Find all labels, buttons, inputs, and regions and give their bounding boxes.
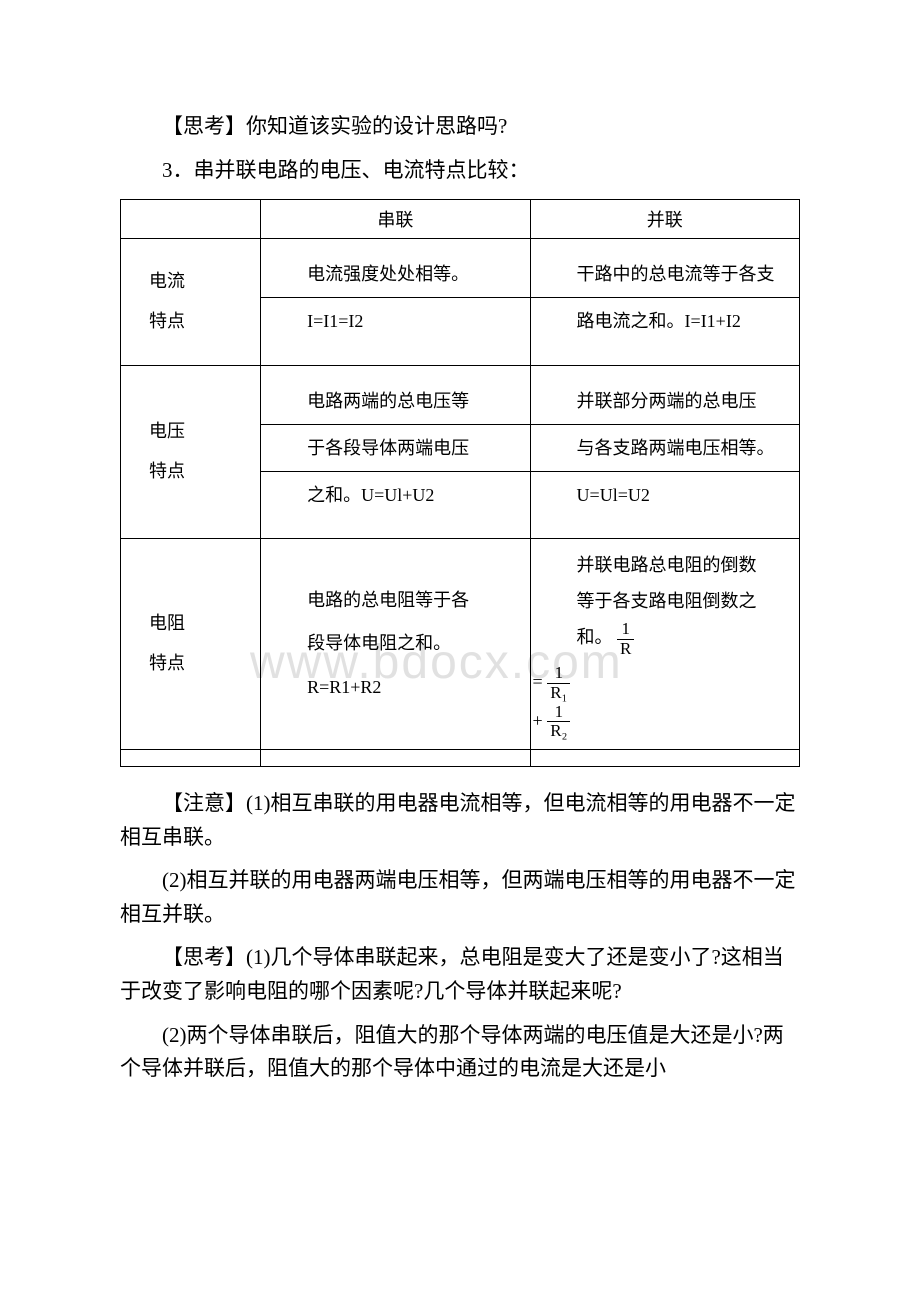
- note-2: (2)相互并联的用电器两端电压相等，但两端电压相等的用电器不一定相互并联。: [120, 864, 800, 931]
- series-voltage: 电路两端的总电压等 于各段导体两端电压 之和。U=Ul+U2: [261, 365, 530, 539]
- cell-text: 电路两端的总电压等: [261, 378, 529, 425]
- cell-text: 于各段导体两端电压: [261, 424, 529, 471]
- fraction-1-over-R1: 1 R₁: [547, 664, 570, 702]
- think-question-2-1: 【思考】(1)几个导体串联起来，总电阻是变大了还是变小了?这相当于改变了影响电阻…: [120, 941, 800, 1008]
- think-question-2-2: (2)两个导体串联后，阻值大的那个导体两端的电压值是大还是小?两个导体并联后，阻…: [120, 1019, 800, 1086]
- frac-num: 1: [547, 703, 570, 723]
- frac-den: R₂: [547, 722, 570, 741]
- frac-den: R: [617, 640, 634, 659]
- frac-num: 1: [547, 664, 570, 684]
- cell-text: R=R1+R2: [289, 677, 381, 697]
- empty-cell: [121, 749, 261, 766]
- row-voltage: 电压 特点 电路两端的总电压等 于各段导体两端电压 之和。U=Ul+U2 并联部…: [121, 365, 800, 539]
- think-question-1: 【思考】你知道该实验的设计思路吗?: [120, 110, 800, 144]
- label-voltage: 电压 特点: [121, 365, 261, 539]
- fraction-1-over-R: 1 R: [617, 620, 634, 658]
- cell-text: 与各支路两端电压相等。: [531, 424, 799, 471]
- cell-text: 并联部分两端的总电压: [531, 378, 799, 425]
- empty-cell: [530, 749, 799, 766]
- cell-text: 干路中的总电流等于各支: [531, 251, 799, 298]
- section-3-title: 3．串并联电路的电压、电流特点比较：: [120, 154, 800, 188]
- cell-text: 等于各支路电阻倒数之: [559, 591, 757, 611]
- frac-num: 1: [617, 620, 634, 640]
- label-text: 特点: [149, 653, 185, 673]
- label-text: 特点: [149, 461, 185, 481]
- cell-text: U=Ul=U2: [531, 471, 799, 518]
- row-current: 电流 特点 电流强度处处相等。 I=I1=I2 干路中的总电流等于各支 路电流之…: [121, 239, 800, 365]
- parallel-resistance: 并联电路总电阻的倒数 等于各支路电阻倒数之 和。 1 R = 1 R₁: [530, 539, 799, 750]
- cell-text: 并联电路总电阻的倒数: [559, 555, 757, 575]
- header-parallel: 并联: [530, 200, 799, 239]
- parallel-voltage: 并联部分两端的总电压 与各支路两端电压相等。 U=Ul=U2: [530, 365, 799, 539]
- label-text: 电流: [149, 271, 185, 291]
- document-content: 【思考】你知道该实验的设计思路吗? 3．串并联电路的电压、电流特点比较： 串联 …: [120, 110, 800, 1086]
- comparison-table: 串联 并联 电流 特点 电流强度处处相等。 I=I1=I2 干路中的总电流等于各…: [120, 199, 800, 767]
- cell-text: 和。: [559, 627, 613, 647]
- row-empty-footer: [121, 749, 800, 766]
- equals-sign: =: [533, 672, 543, 692]
- label-text: 电压: [149, 421, 185, 441]
- cell-text: I=I1=I2: [261, 298, 529, 345]
- header-empty: [121, 200, 261, 239]
- label-text: 特点: [149, 311, 185, 331]
- cell-text: 电路的总电阻等于各: [289, 590, 469, 610]
- label-text: 电阻: [149, 613, 185, 633]
- label-resistance: 电阻 特点: [121, 539, 261, 750]
- cell-text: 电流强度处处相等。: [261, 251, 529, 298]
- series-resistance: 电路的总电阻等于各 段导体电阻之和。 R=R1+R2: [261, 539, 530, 750]
- cell-text: 之和。U=Ul+U2: [261, 471, 529, 518]
- cell-text: 段导体电阻之和。: [289, 633, 451, 653]
- empty-cell: [261, 749, 530, 766]
- table-header-row: 串联 并联: [121, 200, 800, 239]
- cell-text: 路电流之和。I=I1+I2: [531, 298, 799, 345]
- series-current: 电流强度处处相等。 I=I1=I2: [261, 239, 530, 365]
- parallel-current: 干路中的总电流等于各支 路电流之和。I=I1+I2: [530, 239, 799, 365]
- plus-sign: +: [533, 710, 543, 730]
- header-series: 串联: [261, 200, 530, 239]
- frac-den: R₁: [547, 684, 570, 703]
- fraction-1-over-R2: 1 R₂: [547, 703, 570, 741]
- row-resistance: 电阻 特点 电路的总电阻等于各 段导体电阻之和。 R=R1+R2 并联电路总电阻…: [121, 539, 800, 750]
- note-1: 【注意】(1)相互串联的用电器电流相等，但电流相等的用电器不一定相互串联。: [120, 787, 800, 854]
- label-current: 电流 特点: [121, 239, 261, 365]
